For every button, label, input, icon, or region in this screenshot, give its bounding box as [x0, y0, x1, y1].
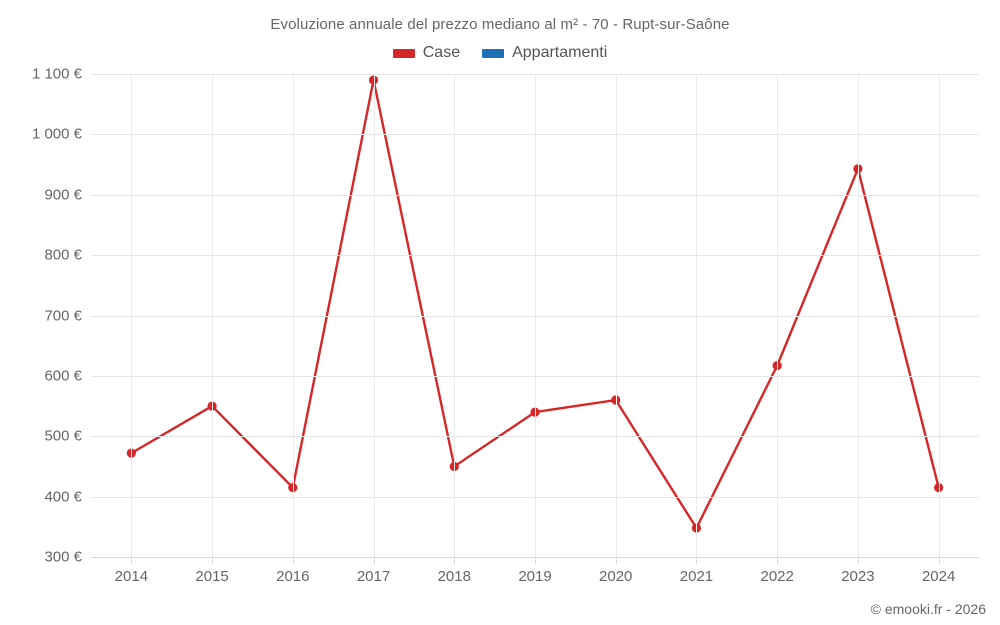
x-axis-tick-label: 2021 [679, 568, 714, 585]
y-axis-tick-label: 1 000 € [31, 125, 82, 143]
gridline-vertical [454, 74, 456, 557]
x-axis-tick-label: 2017 [356, 568, 391, 585]
x-axis-tick-mark [373, 557, 375, 564]
legend-item-label: Case [422, 44, 461, 61]
y-axis-tick-label: 1 100 € [31, 65, 82, 83]
x-axis-tick-label: 2023 [841, 568, 875, 585]
y-axis-tick-label: 400 € [44, 488, 82, 506]
y-axis-tick-label: 900 € [44, 186, 82, 204]
gridline-vertical [373, 74, 375, 557]
gridline-vertical [857, 74, 859, 557]
y-axis-tick-label: 600 € [44, 367, 82, 385]
legend-swatch-icon [392, 48, 415, 58]
plot-area [91, 74, 979, 558]
x-axis-tick-mark [454, 557, 456, 564]
x-axis-tick-mark [777, 557, 779, 564]
x-axis-tick-mark [212, 557, 214, 564]
x-axis-tick-label: 2014 [114, 568, 149, 585]
gridline-vertical [212, 74, 214, 557]
y-axis-tick-label: 700 € [44, 307, 82, 324]
x-axis-tick-mark [292, 557, 294, 564]
x-axis-tick-mark [857, 557, 859, 564]
gridline-vertical [696, 74, 698, 557]
x-axis-tick-mark [696, 557, 698, 564]
x-axis-tick-mark [131, 557, 133, 564]
gridline-vertical [938, 74, 940, 557]
y-axis-labels: 300 € 400 € 500 € 600 € 700 € 800 € 900 € 1 000… [0, 66, 82, 566]
gridline-vertical [615, 74, 617, 557]
data-point-marker[interactable] [691, 523, 702, 533]
x-axis-tick-mark [535, 557, 536, 564]
legend-item-label: Appartamenti [512, 44, 608, 61]
gridline-vertical [131, 74, 133, 557]
x-axis-tick-mark [938, 557, 940, 564]
chart-legend: Case Appartamenti [0, 44, 1000, 62]
y-axis-tick-label: 500 € [44, 427, 82, 445]
x-axis-tick-label: 2018 [437, 568, 471, 585]
x-axis-tick-label: 2019 [518, 568, 552, 585]
legend-item-case[interactable]: Case [392, 44, 461, 62]
page-title: Evoluzione annuale del prezzo mediano al… [270, 16, 730, 33]
footer-credit: © emooki.fr - 2026 [870, 601, 986, 617]
x-axis-tick-label: 2022 [760, 568, 794, 585]
x-axis-tick-label: 2015 [195, 568, 229, 585]
legend-item-appartamenti[interactable]: Appartamenti [482, 44, 607, 62]
x-axis-tick-mark [615, 557, 617, 564]
gridline-vertical [777, 74, 779, 557]
y-axis-tick-label: 800 € [44, 246, 82, 264]
legend-swatch-icon [482, 48, 505, 58]
x-axis-tick-label: 2024 [921, 568, 956, 585]
gridline-vertical [535, 74, 536, 557]
y-axis-tick-label: 300 € [44, 548, 82, 566]
x-axis-tick-label: 2016 [276, 568, 310, 585]
gridline-vertical [292, 74, 294, 557]
x-axis-tick-label: 2020 [599, 568, 633, 585]
